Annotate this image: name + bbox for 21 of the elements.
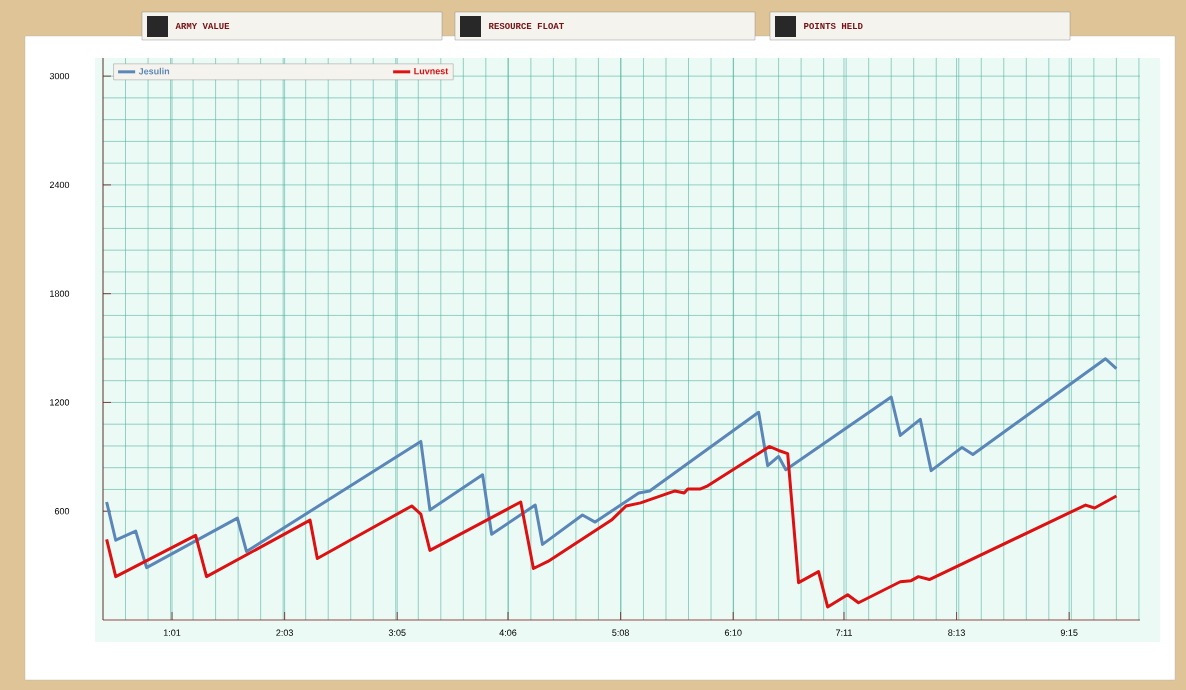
line-series	[105, 445, 1118, 609]
x-tick-label: 5:08	[612, 629, 629, 636]
y-tick-label: 3000	[49, 72, 70, 80]
x-tick-label: 8:13	[948, 629, 965, 636]
line-series	[105, 357, 1118, 570]
x-tick-label: 3:05	[388, 629, 406, 636]
legend-label: Luvnest	[414, 67, 449, 75]
x-tick-label: 4:06	[499, 629, 517, 636]
x-tick-label: 7:11	[836, 629, 852, 636]
x-tick-label: 2:03	[276, 629, 293, 636]
legend-label: Jesulin	[138, 67, 170, 75]
y-tick-label: 1200	[50, 399, 70, 406]
text: ARMY VALUE	[175, 22, 230, 30]
x-tick-label: 9:15	[1060, 629, 1078, 636]
x-tick-label: 6:10	[724, 629, 742, 636]
x-tick-label: 1:01	[163, 629, 181, 636]
y-tick-label: 600	[54, 508, 70, 515]
y-tick-label: 2400	[49, 181, 70, 189]
text: POINTS HELD	[804, 22, 863, 30]
text: RESOURCE FLOAT	[489, 22, 564, 30]
y-tick-label: 1800	[50, 290, 70, 297]
